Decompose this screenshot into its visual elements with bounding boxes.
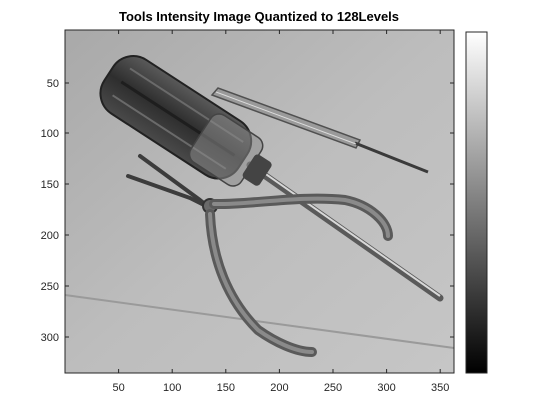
x-tick-label: 350 [431, 382, 449, 394]
x-tick: 50 [112, 30, 125, 394]
axes-box [64, 29, 455, 374]
x-tick-label: 100 [163, 382, 181, 394]
y-tick-label: 50 [47, 78, 59, 90]
x-tick: 150 [217, 30, 235, 394]
small-screwdriver [210, 87, 429, 174]
colorbar-gradient [465, 31, 488, 374]
y-tick: 50 [47, 78, 454, 90]
x-tick-label: 300 [377, 382, 395, 394]
x-tick-label: 200 [270, 382, 288, 394]
y-tick: 200 [41, 230, 454, 242]
y-tick: 100 [41, 128, 454, 140]
y-tick-label: 250 [41, 281, 59, 293]
x-tick-label: 250 [324, 382, 342, 394]
y-tick: 250 [41, 281, 454, 293]
x-tick: 100 [163, 30, 181, 394]
y-tick-label: 100 [41, 128, 59, 140]
y-tick-label: 150 [41, 179, 59, 191]
x-tick: 250 [324, 30, 342, 394]
pliers [126, 154, 393, 357]
x-axis: 50 100 150 200 250 [112, 30, 449, 394]
large-screwdriver [99, 55, 444, 302]
y-tick: 300 [41, 332, 454, 344]
y-axis: 50 100 150 200 250 [41, 78, 454, 344]
y-tick-label: 200 [41, 230, 59, 242]
y-tick: 150 [41, 179, 454, 191]
x-tick: 350 [431, 30, 449, 394]
x-tick-label: 150 [217, 382, 235, 394]
x-tick: 200 [270, 30, 289, 394]
quantized-image [64, 29, 455, 374]
x-tick: 300 [377, 30, 396, 394]
x-tick-label: 50 [112, 382, 124, 394]
table-edge [64, 294, 455, 349]
figure-title: Tools Intensity Image Quantized to 128Le… [118, 9, 400, 24]
y-tick-label: 300 [41, 332, 59, 344]
colorbar [465, 31, 488, 374]
